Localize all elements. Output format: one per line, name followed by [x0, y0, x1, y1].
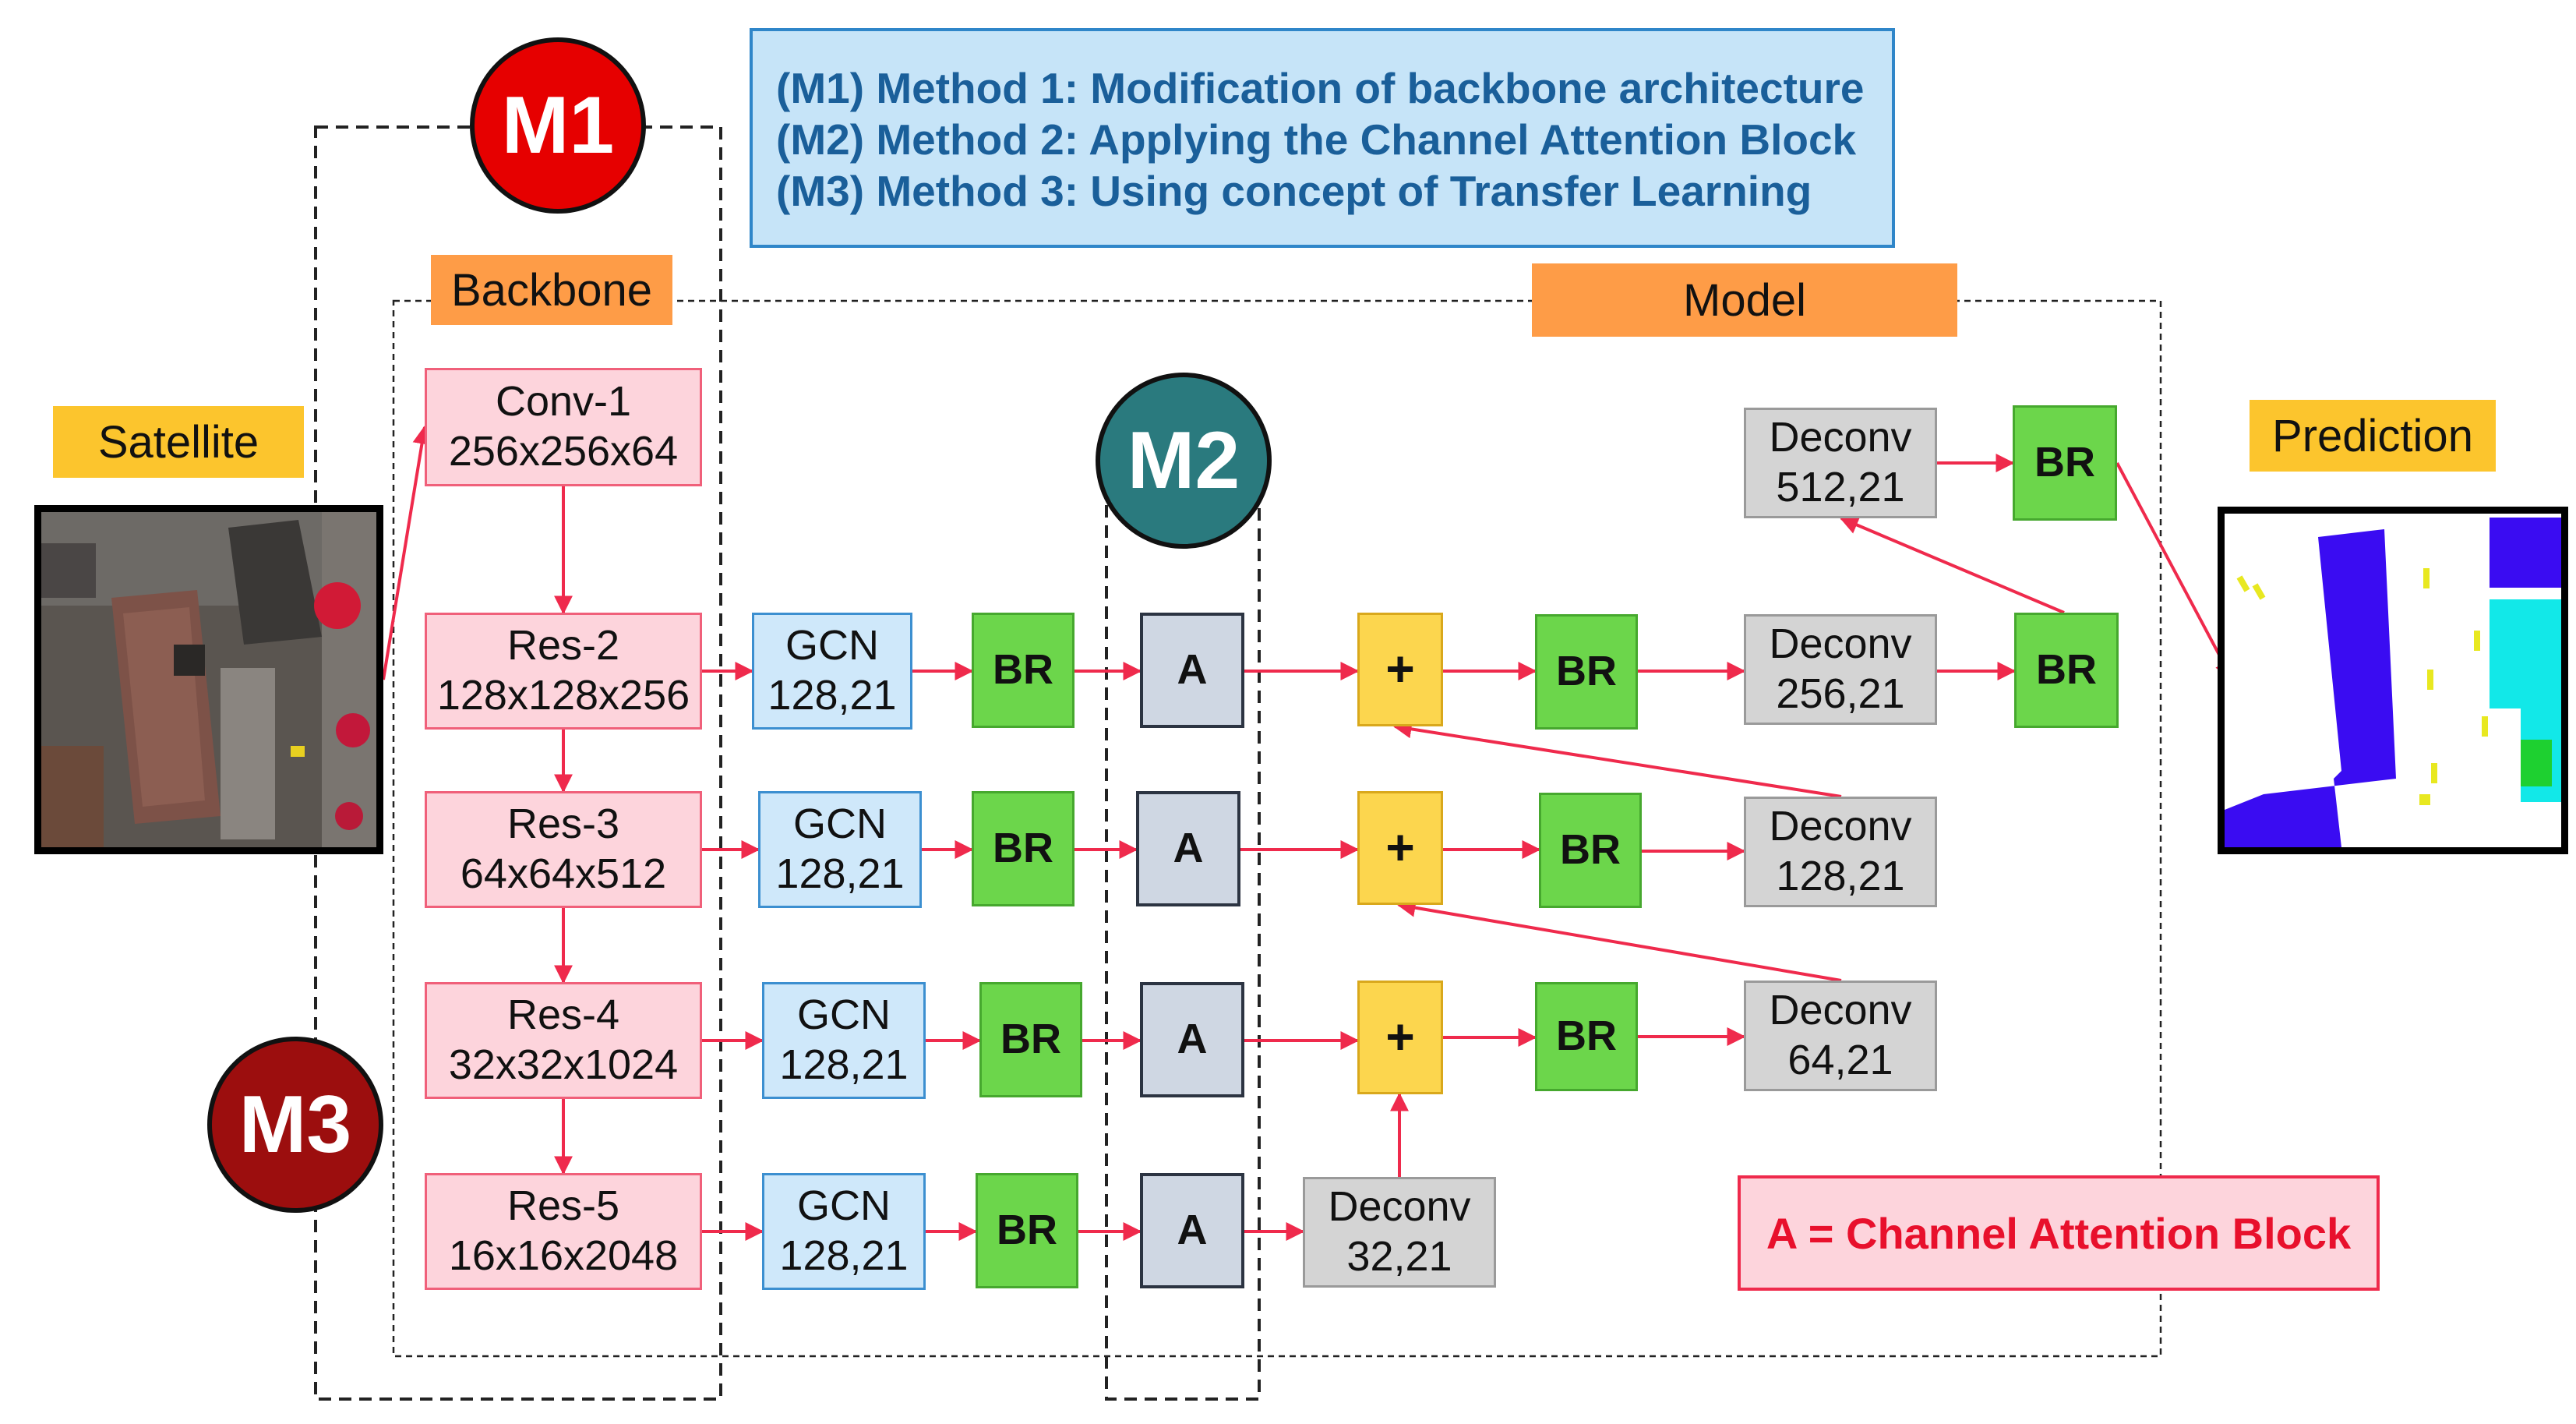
attention-text: A: [1177, 1016, 1208, 1063]
attention-text: A: [1177, 646, 1208, 694]
arrow-1: [382, 425, 432, 680]
gcn-block-1: GCN 128,21: [752, 613, 912, 730]
m1-marker: M1: [470, 37, 646, 214]
backbone-res3: Res-3 64x64x512: [425, 791, 702, 908]
br-sum-1: BR: [1535, 614, 1638, 730]
arrow-34: [2115, 462, 2233, 680]
backbone-res2: Res-2 128x128x256: [425, 613, 702, 730]
block-name: Res-2: [506, 622, 620, 670]
gcn-block-2: GCN 128,21: [758, 791, 922, 908]
gcn-name: GCN: [797, 991, 891, 1039]
gcn-name: GCN: [797, 1182, 891, 1230]
prediction-image: [2218, 507, 2568, 854]
backbone-res5: Res-5 16x16x2048: [425, 1173, 702, 1290]
m3-marker: M3: [207, 1037, 383, 1213]
deconv-params: 64,21: [1787, 1037, 1893, 1083]
br-gcn-2: BR: [972, 791, 1075, 906]
attention-text: A: [1173, 825, 1204, 872]
br-text: BR: [1556, 648, 1617, 695]
br-text: BR: [993, 825, 1053, 872]
methods-box: (M1) Method 1: Modification of backbone …: [750, 28, 1895, 248]
sum-block-1: +: [1357, 613, 1443, 726]
attention-text: A: [1177, 1207, 1208, 1254]
backbone-label: Backbone: [431, 255, 672, 325]
gcn-params: 128,21: [775, 850, 905, 897]
br-final-mid: BR: [2014, 613, 2119, 728]
deconv-name: Deconv: [1769, 803, 1912, 850]
satellite-label: Satellite: [53, 406, 304, 478]
gcn-block-3: GCN 128,21: [762, 982, 926, 1099]
br-text: BR: [993, 646, 1053, 694]
backbone-res4: Res-4 32x32x1024: [425, 982, 702, 1099]
gcn-params: 128,21: [779, 1041, 909, 1088]
attention-block-4: A: [1140, 1173, 1244, 1288]
plus-text: +: [1385, 641, 1415, 698]
legend-box: A = Channel Attention Block: [1738, 1175, 2380, 1291]
block-name: Conv-1: [495, 378, 632, 426]
deconv-params: 128,21: [1776, 853, 1905, 899]
block-name: Res-5: [506, 1182, 620, 1230]
plus-text: +: [1385, 1009, 1415, 1065]
arrows: [382, 425, 2233, 1241]
br-gcn-4: BR: [976, 1173, 1078, 1288]
arrow-32: [1396, 898, 1842, 982]
deconv-256: Deconv 256,21: [1744, 614, 1937, 725]
br-text: BR: [2034, 439, 2095, 486]
br-gcn-3: BR: [979, 982, 1082, 1097]
deconv-params: 512,21: [1776, 464, 1905, 511]
attention-block-3: A: [1140, 982, 1244, 1097]
deconv-params: 256,21: [1776, 670, 1905, 717]
plus-text: +: [1385, 819, 1415, 876]
model-label: Model: [1532, 263, 1957, 337]
deconv-name: Deconv: [1328, 1183, 1471, 1231]
br-text: BR: [997, 1207, 1057, 1254]
block-name: Res-3: [506, 800, 620, 848]
gcn-params: 128,21: [768, 672, 897, 719]
sum-block-3: +: [1357, 981, 1443, 1094]
attention-block-2: A: [1136, 791, 1240, 906]
gcn-block-4: GCN 128,21: [762, 1173, 926, 1290]
deconv-512: Deconv 512,21: [1744, 408, 1937, 518]
block-dims: 16x16x2048: [448, 1232, 679, 1279]
block-dims: 32x32x1024: [448, 1041, 679, 1088]
gcn-name: GCN: [793, 800, 887, 848]
attention-block-1: A: [1140, 613, 1244, 728]
backbone-conv1: Conv-1 256x256x64: [425, 368, 702, 486]
arrow-30: [1839, 516, 2065, 614]
m2-marker: M2: [1096, 373, 1272, 549]
model-region: [392, 299, 2162, 1358]
segmentation-map-icon: [2225, 514, 2561, 847]
br-text: BR: [1000, 1016, 1061, 1063]
arrow-31: [1392, 719, 1842, 798]
method-2-text: (M2) Method 2: Applying the Channel Atte…: [776, 115, 1857, 164]
prediction-label: Prediction: [2250, 400, 2496, 472]
br-final-top: BR: [2013, 405, 2117, 521]
br-gcn-1: BR: [972, 613, 1075, 728]
block-name: Res-4: [506, 991, 620, 1039]
satellite-image: [34, 505, 383, 854]
sum-block-2: +: [1357, 791, 1443, 905]
gcn-name: GCN: [785, 622, 879, 670]
block-dims: 128x128x256: [436, 672, 690, 719]
deconv-params: 32,21: [1346, 1233, 1452, 1280]
method-1-text: (M1) Method 1: Modification of backbone …: [776, 64, 1865, 112]
br-text: BR: [1556, 1012, 1617, 1060]
gcn-params: 128,21: [779, 1232, 909, 1279]
deconv-name: Deconv: [1769, 620, 1912, 668]
deconv-32: Deconv 32,21: [1303, 1177, 1496, 1288]
br-text: BR: [2036, 646, 2097, 694]
br-text: BR: [1560, 826, 1621, 874]
deconv-name: Deconv: [1769, 414, 1912, 461]
method-3-text: (M3) Method 3: Using concept of Transfer…: [776, 167, 1812, 215]
satellite-photo-icon: [41, 512, 376, 847]
br-sum-2: BR: [1539, 793, 1642, 908]
block-dims: 256x256x64: [448, 428, 679, 475]
deconv-64: Deconv 64,21: [1744, 981, 1937, 1091]
deconv-128: Deconv 128,21: [1744, 797, 1937, 907]
deconv-name: Deconv: [1769, 987, 1912, 1034]
br-sum-3: BR: [1535, 982, 1638, 1091]
block-dims: 64x64x512: [460, 850, 667, 897]
